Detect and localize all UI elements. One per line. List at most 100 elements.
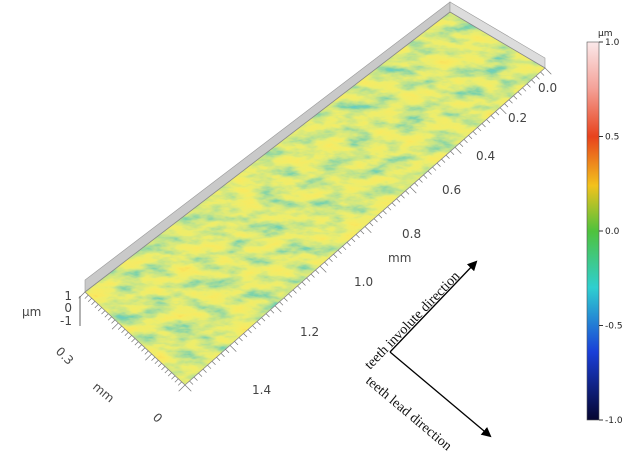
ruler-tick [145,354,151,360]
ruler-tick [460,143,464,147]
ruler-tick [138,345,142,349]
ruler-tick [329,258,333,262]
ruler-tick [266,314,270,318]
ruler-tick [235,341,239,345]
ruler-tick [212,361,216,365]
ruler-tick [356,234,360,238]
ruler-tick [162,366,166,370]
lead-label: teeth lead direction [362,374,454,454]
ruler-tick [112,320,116,324]
ruler-tick [500,108,506,114]
width-tick-label: 0.3 [53,344,76,367]
ruler-tick [505,104,509,108]
ruler-tick [419,179,423,183]
ruler-tick [217,357,221,361]
ruler-tick [428,171,432,175]
ruler-tick [284,298,288,302]
length-tick-label: 1.0 [354,275,373,289]
ruler-tick [85,295,89,299]
involute-label: teeth involute direction [362,269,463,373]
ruler-tick [226,349,230,353]
ruler-tick [302,282,306,286]
ruler-tick [473,131,477,135]
ruler-tick [365,227,371,233]
ruler-tick [536,76,540,80]
ruler-tick [401,195,405,199]
ruler-tick [112,323,118,329]
ruler-tick [392,203,396,207]
ruler-tick [239,337,243,341]
ruler-tick [311,274,315,278]
colorbar-tick-label: -0.5 [605,322,623,332]
ruler-tick [442,159,446,163]
ruler-tick [128,335,132,339]
ruler-tick [253,326,257,330]
width-tick-label: 0 [150,410,165,425]
ruler-tick [397,199,401,203]
ruler-tick [338,250,342,254]
ruler-tick [88,298,92,302]
ruler-tick [541,72,545,76]
ruler-tick [370,223,374,227]
ruler-tick [118,326,122,330]
ruler-tick [496,112,500,116]
colorbar-tick-label: 1.0 [605,38,620,48]
ruler-tick [527,84,531,88]
ruler-tick [168,373,172,377]
ruler-tick [271,310,275,314]
length-tick-label: 0.2 [508,111,527,125]
ruler-tick [178,382,182,386]
colorbar [587,42,599,420]
ruler-tick [320,266,326,272]
ruler-tick [257,322,261,326]
ruler-tick [410,187,416,193]
ruler-tick [289,294,293,298]
ruler-tick [383,211,387,215]
ruler-tick [487,120,491,124]
ruler-tick [464,139,468,143]
ruler-tick [469,135,473,139]
ruler-tick [509,100,513,104]
ruler-tick [145,351,149,355]
ruler-tick [545,68,551,74]
ruler-tick [374,219,378,223]
ruler-tick [102,311,106,315]
ruler-tick [307,278,311,282]
ruler-tick [172,376,176,380]
ruler-tick [179,385,185,391]
ruler-tick [98,308,102,312]
ruler-tick [491,116,495,120]
ruler-tick [135,342,139,346]
ruler-tick [433,167,437,171]
z-tick-label: -1 [60,314,72,328]
ruler-tick [175,379,179,383]
ruler-tick [155,360,159,364]
ruler-tick [334,254,338,257]
figure: 1 0 -1 µm 0.3 mm 0 0.00.20.40.60.81.01.2… [0,0,623,472]
ruler-tick [406,191,410,195]
length-tick-label: 0.8 [402,227,421,241]
ruler-tick [298,286,302,290]
ruler-tick [325,262,329,266]
lead-arrow [390,352,490,436]
length-tick-label: 1.4 [252,383,271,397]
ruler-tick [343,246,347,250]
ruler-tick [92,301,96,305]
ruler-tick [158,363,162,367]
ruler-tick [352,238,356,242]
width-unit: mm [90,380,117,406]
ruler-tick [280,302,284,306]
ruler-tick [152,357,156,361]
ruler-tick [316,270,320,274]
ruler-tick [199,373,203,377]
ruler-tick [446,155,450,159]
ruler-tick [108,317,112,321]
page: 1 0 -1 µm 0.3 mm 0 0.00.20.40.60.81.01.2… [0,0,623,472]
ruler-tick [293,290,297,294]
ruler-tick [347,242,351,246]
ruler-tick [194,377,198,381]
ruler-tick [122,329,126,333]
ruler-tick [185,385,191,391]
ruler-tick [230,345,236,351]
colorbar-tick-label: 0.0 [605,227,620,237]
